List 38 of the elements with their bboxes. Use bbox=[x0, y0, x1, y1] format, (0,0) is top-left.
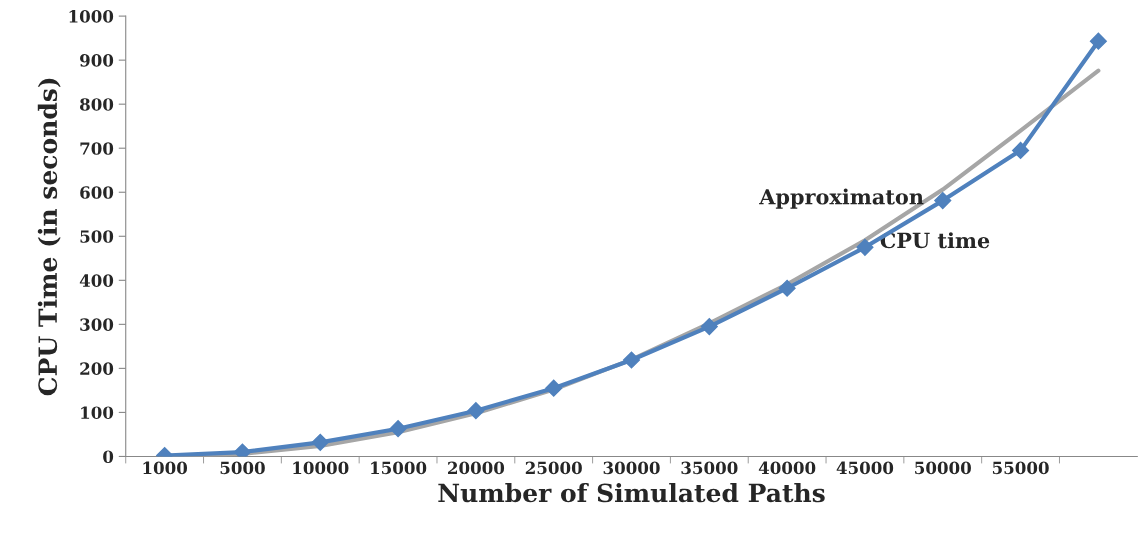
x-tick-label: 35000 bbox=[681, 461, 738, 475]
x-tick-label: 45000 bbox=[836, 461, 894, 475]
point bbox=[700, 317, 718, 336]
x-tick-label: 55000 bbox=[992, 461, 1049, 475]
y-axis-title: CPU Time (in seconds) bbox=[37, 78, 61, 396]
point bbox=[467, 402, 485, 420]
point bbox=[1089, 32, 1107, 50]
point bbox=[389, 420, 407, 438]
point bbox=[934, 192, 952, 210]
y-tick-label: 800 bbox=[80, 98, 114, 111]
series-label: Approximaton bbox=[759, 188, 924, 209]
point bbox=[778, 279, 796, 297]
y-tick-label: 700 bbox=[80, 142, 114, 155]
x-axis-title: Number of Simulated Paths bbox=[438, 483, 825, 503]
x-tick-label: 25000 bbox=[525, 461, 582, 475]
y-tick-label: 300 bbox=[80, 318, 114, 331]
x-tick-label: 15000 bbox=[371, 461, 427, 475]
y-tick-label: 600 bbox=[80, 186, 114, 199]
y-tick-label: 400 bbox=[79, 274, 114, 287]
y-tick-label: 0 bbox=[103, 450, 114, 464]
x-tick-label: 40000 bbox=[758, 461, 816, 475]
point bbox=[856, 238, 874, 256]
x-tick-label: 30000 bbox=[603, 461, 660, 475]
x-tick-label: 10000 bbox=[293, 461, 349, 475]
x-tick-label: 1000 bbox=[143, 461, 188, 475]
y-tick-label: 100 bbox=[81, 406, 114, 419]
x-tick-label: 20000 bbox=[448, 461, 505, 475]
y-tick-label: 1000 bbox=[69, 10, 114, 23]
point bbox=[311, 433, 329, 451]
y-tick-label: 500 bbox=[80, 230, 114, 243]
point bbox=[233, 443, 251, 457]
y-tick-label: 200 bbox=[80, 362, 114, 375]
point bbox=[545, 379, 563, 397]
x-tick-label: 50000 bbox=[915, 461, 971, 475]
point bbox=[622, 351, 641, 369]
y-tick-label: 900 bbox=[80, 54, 114, 67]
point bbox=[1012, 141, 1030, 159]
x-tick-label: 5000 bbox=[220, 461, 265, 475]
